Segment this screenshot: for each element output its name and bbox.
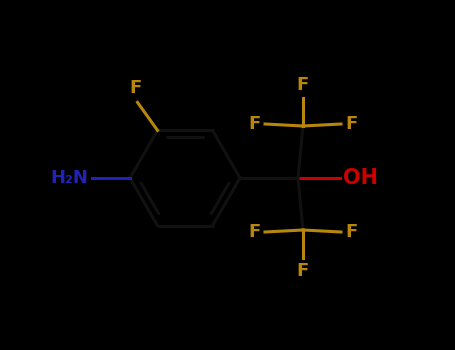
- Text: F: F: [249, 223, 261, 241]
- Text: OH: OH: [343, 168, 378, 188]
- Text: F: F: [129, 79, 142, 97]
- Text: F: F: [297, 76, 309, 94]
- Text: F: F: [297, 262, 309, 280]
- Text: F: F: [249, 115, 261, 133]
- Text: F: F: [345, 115, 357, 133]
- Text: H₂N: H₂N: [50, 169, 88, 187]
- Text: F: F: [345, 223, 357, 241]
